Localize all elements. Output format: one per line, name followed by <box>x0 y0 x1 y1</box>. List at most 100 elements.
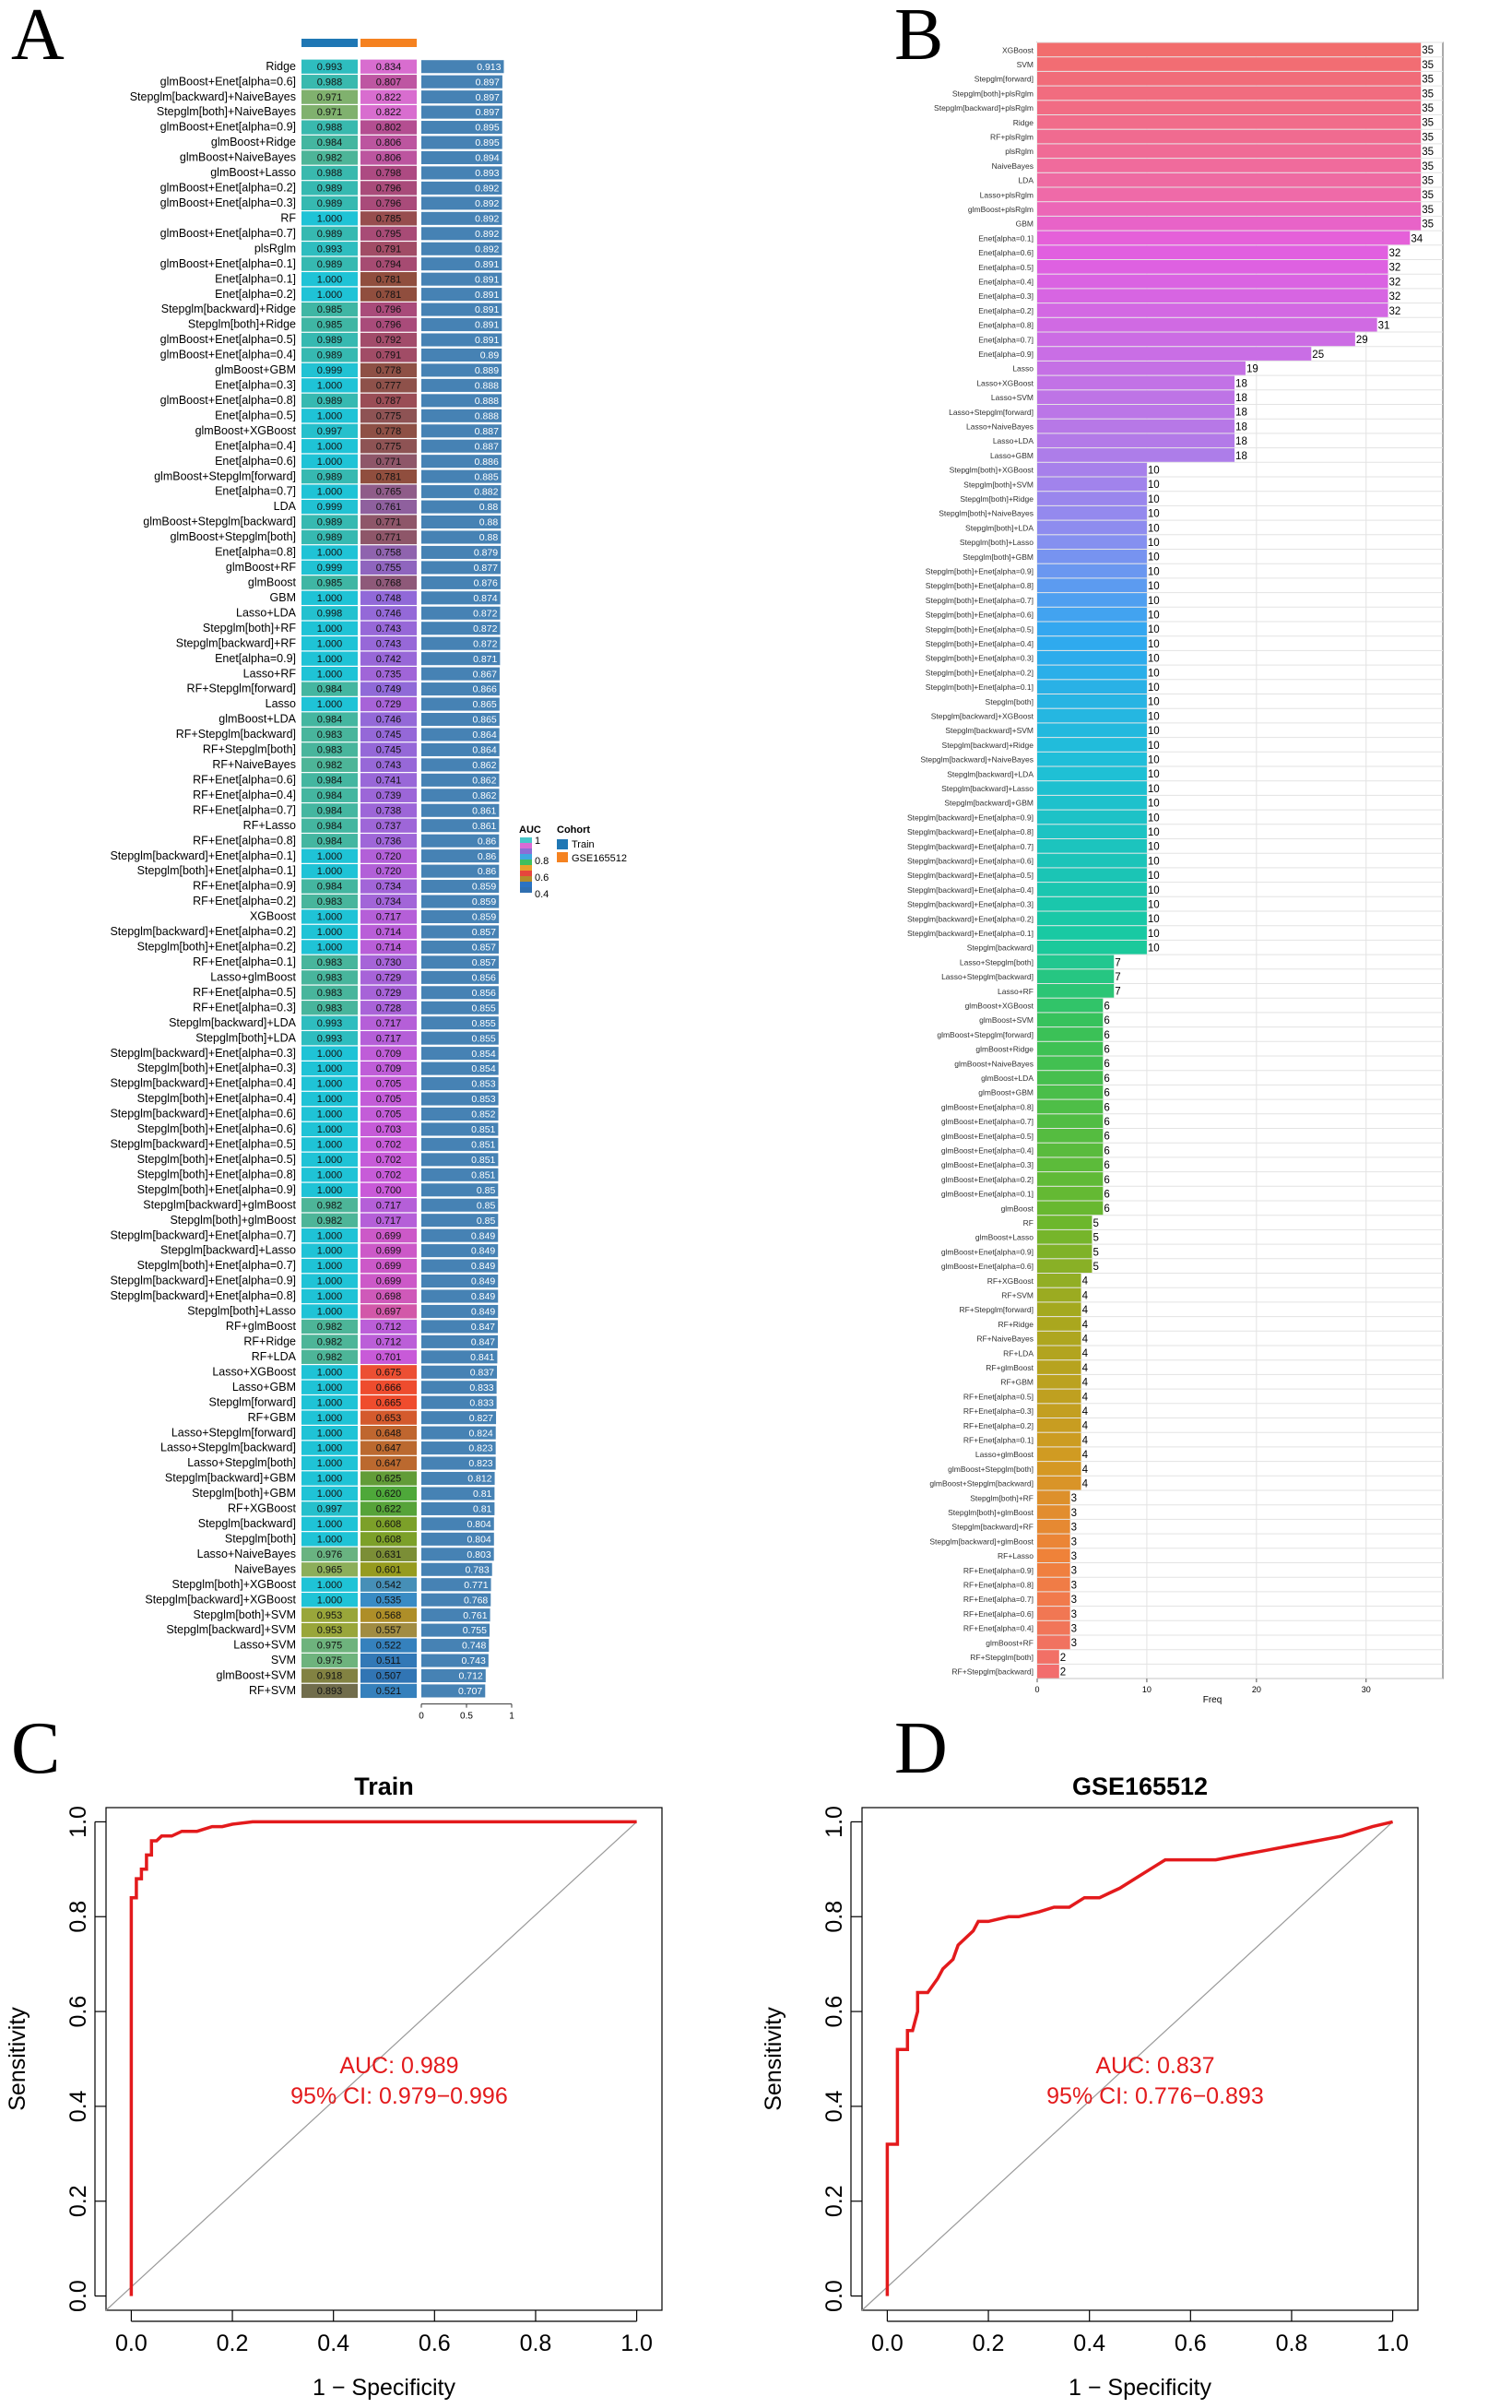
train-cell <box>301 1001 358 1015</box>
gse-cell-value: 0.745 <box>376 730 402 741</box>
train-cell-value: 1.000 <box>317 1246 343 1257</box>
gse-cell <box>360 818 417 833</box>
gse-cell-value: 0.778 <box>376 426 402 437</box>
gse-cell <box>360 863 417 879</box>
gse-cell-value: 0.620 <box>376 1489 402 1500</box>
train-cell-value: 1.000 <box>317 1124 343 1135</box>
train-cell <box>301 499 358 515</box>
gse-cell <box>360 985 417 1000</box>
train-cell <box>301 1046 358 1061</box>
train-cell <box>301 940 358 955</box>
freq-bar-label: 10 <box>1148 711 1160 722</box>
train-cell-value: 1.000 <box>317 699 343 710</box>
train-cell-value: 1.000 <box>317 943 343 954</box>
category-label: Stepglm[backward]+LDA <box>947 769 1034 778</box>
train-cell-value: 1.000 <box>317 290 343 301</box>
gse-cell <box>360 1319 417 1334</box>
category-label: Lasso+GBM <box>990 451 1034 460</box>
model-label: SVM <box>271 1654 296 1667</box>
mean-auc-bar <box>421 1092 499 1106</box>
model-label: Stepglm[backward]+Enet[alpha=0.9] <box>110 1275 296 1287</box>
train-cell <box>301 1182 358 1197</box>
train-cell-value: 1.000 <box>317 1049 343 1060</box>
model-label: RF+Enet[alpha=0.3] <box>193 1001 296 1014</box>
cohort-legend-gse-label: GSE165512 <box>572 853 627 864</box>
train-cell <box>301 120 358 135</box>
train-cell <box>301 1593 358 1607</box>
gse-cell-value: 0.729 <box>376 699 402 710</box>
roc-ci-annotation: 95% CI: 0.776−0.893 <box>1046 2083 1264 2109</box>
x-tick-label-b: 20 <box>1252 1685 1261 1694</box>
mean-auc-bar <box>421 1578 491 1592</box>
train-cell-value: 0.988 <box>317 77 343 88</box>
freq-bar <box>1037 650 1147 665</box>
freq-bar-label: 7 <box>1115 957 1120 968</box>
train-cell <box>301 606 358 621</box>
train-cell <box>301 1213 358 1228</box>
freq-bar <box>1037 172 1422 187</box>
mean-auc-value: 0.851 <box>471 1169 495 1180</box>
mean-auc-bar <box>421 575 501 589</box>
gse-cell <box>360 1653 417 1668</box>
freq-bar <box>1037 680 1147 694</box>
mean-auc-bar <box>421 227 502 241</box>
mean-auc-value: 0.849 <box>471 1261 495 1272</box>
mean-auc-bar <box>421 1137 499 1151</box>
freq-bar-label: 10 <box>1148 827 1160 838</box>
gse-cell <box>360 1137 417 1152</box>
roc-auc-annotation: AUC: 0.837 <box>1095 2053 1214 2079</box>
mean-auc-bar <box>421 1639 490 1653</box>
freq-bar <box>1037 766 1147 781</box>
category-label: Lasso+plsRglm <box>980 190 1034 199</box>
mean-auc-bar <box>421 1623 490 1637</box>
freq-bar-label: 32 <box>1389 263 1401 274</box>
freq-bar-label: 32 <box>1389 277 1401 288</box>
gse-cell <box>360 256 417 271</box>
train-cell <box>301 1395 358 1410</box>
train-cell-value: 1.000 <box>317 1534 343 1545</box>
gse-cell-value: 0.771 <box>376 517 402 528</box>
freq-bar <box>1037 1056 1104 1071</box>
gse-cell-value: 0.717 <box>376 1216 402 1227</box>
auc-legend-swatch-5 <box>520 860 532 865</box>
gse-cell <box>360 1593 417 1607</box>
freq-bar-label: 35 <box>1422 205 1434 216</box>
mean-auc-bar <box>421 348 502 362</box>
model-label: Stepglm[backward]+Enet[alpha=0.1] <box>110 849 296 862</box>
category-label: RF+Enet[alpha=0.2] <box>963 1421 1034 1430</box>
category-label: Stepglm[both] <box>986 697 1034 706</box>
gse-cell-value: 0.743 <box>376 623 402 635</box>
gse-cell-value: 0.735 <box>376 669 402 680</box>
train-cell-value: 0.984 <box>317 137 343 148</box>
freq-bar-label: 6 <box>1104 1074 1109 1085</box>
freq-bar <box>1037 448 1235 462</box>
model-label: NaiveBayes <box>234 1562 296 1575</box>
train-cell-value: 1.000 <box>317 1382 343 1394</box>
freq-bar-label: 35 <box>1422 176 1434 187</box>
mean-auc-value: 0.862 <box>472 790 496 801</box>
model-label: Stepglm[both] <box>225 1532 296 1545</box>
mean-auc-value: 0.853 <box>471 1094 495 1105</box>
freq-bar <box>1037 101 1422 114</box>
train-cell-value: 0.983 <box>317 896 343 907</box>
mean-auc-bar <box>421 1198 499 1212</box>
mean-auc-bar <box>421 758 500 772</box>
model-label: Ridge <box>266 60 296 73</box>
category-label: glmBoost+NaiveBayes <box>954 1059 1034 1068</box>
gse-cell <box>360 1168 417 1182</box>
category-label: Stepglm[backward]+Enet[alpha=0.5] <box>907 871 1034 880</box>
freq-bar <box>1037 1389 1081 1404</box>
mean-auc-bar <box>421 940 499 954</box>
freq-bar <box>1037 1620 1070 1635</box>
mean-auc-value: 0.888 <box>475 381 499 392</box>
mean-auc-value: 0.89 <box>480 350 500 362</box>
train-cell-value: 1.000 <box>317 441 343 452</box>
train-cell-value: 0.983 <box>317 972 343 983</box>
category-label: RF+Enet[alpha=0.8] <box>963 1581 1034 1590</box>
freq-bar <box>1037 462 1147 477</box>
freq-bar-label: 18 <box>1235 436 1247 447</box>
train-cell <box>301 1091 358 1107</box>
train-cell <box>301 1683 358 1699</box>
roc-y-tick-label: 0.0 <box>65 2280 91 2312</box>
mean-auc-value: 0.891 <box>475 335 499 346</box>
